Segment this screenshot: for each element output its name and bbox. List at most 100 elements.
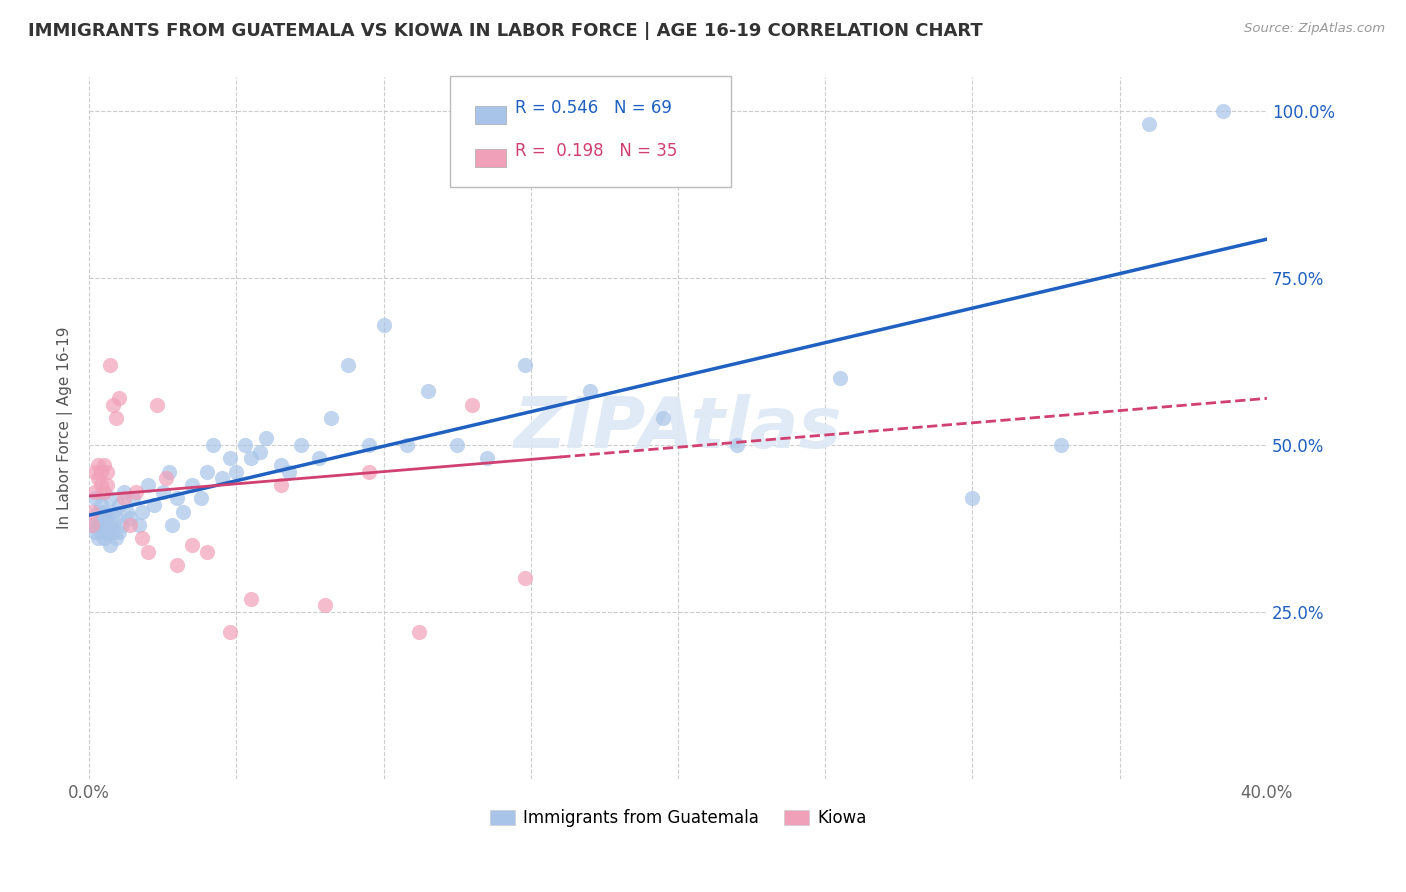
Point [107, 524, 129, 539]
Point [84, 484, 107, 499]
Point [652, 411, 675, 425]
Point [90, 524, 112, 539]
Point [181, 478, 204, 492]
Point [166, 558, 188, 573]
Point [131, 505, 153, 519]
Point [96, 524, 118, 539]
Point [104, 511, 127, 525]
Point [146, 398, 169, 412]
Point [219, 451, 242, 466]
Point [396, 438, 419, 452]
Point [1137, 117, 1160, 131]
Point [104, 532, 127, 546]
Point [373, 318, 395, 332]
Point [195, 545, 218, 559]
Point [211, 471, 233, 485]
Point [120, 511, 142, 525]
Point [475, 451, 498, 466]
Point [84, 491, 107, 506]
Point [87, 518, 110, 533]
Point [136, 545, 159, 559]
Point [87, 471, 110, 485]
Point [416, 384, 439, 399]
Point [84, 524, 107, 539]
Point [101, 398, 124, 412]
Point [87, 505, 110, 519]
Point [201, 438, 224, 452]
Point [128, 518, 150, 533]
Point [314, 598, 336, 612]
Point [114, 484, 136, 499]
Point [93, 532, 115, 546]
Point [725, 438, 748, 452]
Point [114, 491, 136, 506]
Point [101, 524, 124, 539]
Point [110, 518, 132, 533]
Point [82, 518, 104, 533]
Point [270, 478, 292, 492]
Point [225, 465, 247, 479]
Point [96, 511, 118, 525]
Point [87, 532, 110, 546]
Point [290, 438, 312, 452]
Point [90, 465, 112, 479]
Point [513, 358, 536, 372]
Point [84, 465, 107, 479]
Point [90, 478, 112, 492]
Point [90, 511, 112, 525]
Text: Source: ZipAtlas.com: Source: ZipAtlas.com [1244, 22, 1385, 36]
Point [122, 491, 145, 506]
Point [828, 371, 851, 385]
Text: R =  0.198   N = 35: R = 0.198 N = 35 [515, 142, 676, 160]
Point [96, 478, 118, 492]
Point [578, 384, 600, 399]
Point [166, 491, 188, 506]
Point [254, 431, 277, 445]
Point [190, 491, 212, 506]
Point [117, 505, 139, 519]
Point [104, 411, 127, 425]
Point [98, 518, 121, 533]
Point [408, 624, 430, 639]
Point [98, 358, 121, 372]
Point [219, 624, 242, 639]
Point [357, 465, 380, 479]
Point [181, 538, 204, 552]
Point [96, 465, 118, 479]
Point [155, 471, 177, 485]
Point [278, 465, 301, 479]
Point [337, 358, 360, 372]
Point [157, 465, 180, 479]
Point [513, 572, 536, 586]
Legend: Immigrants from Guatemala, Kiowa: Immigrants from Guatemala, Kiowa [482, 803, 873, 834]
Point [125, 484, 148, 499]
Point [136, 478, 159, 492]
Point [233, 438, 256, 452]
Point [160, 518, 183, 533]
Point [249, 444, 271, 458]
Point [131, 532, 153, 546]
Text: R = 0.546   N = 69: R = 0.546 N = 69 [515, 99, 672, 117]
Point [308, 451, 330, 466]
Text: IMMIGRANTS FROM GUATEMALA VS KIOWA IN LABOR FORCE | AGE 16-19 CORRELATION CHART: IMMIGRANTS FROM GUATEMALA VS KIOWA IN LA… [28, 22, 983, 40]
Point [1049, 438, 1071, 452]
Point [240, 591, 263, 606]
Point [172, 505, 194, 519]
Point [107, 498, 129, 512]
Point [1212, 103, 1234, 118]
Point [93, 484, 115, 499]
Point [446, 438, 468, 452]
Point [98, 491, 121, 506]
Point [93, 505, 115, 519]
Point [98, 538, 121, 552]
Point [142, 498, 165, 512]
Point [82, 505, 104, 519]
Point [82, 518, 104, 533]
Point [962, 491, 984, 506]
Point [357, 438, 380, 452]
Point [90, 498, 112, 512]
Point [270, 458, 292, 472]
Point [461, 398, 484, 412]
Point [93, 518, 115, 533]
Point [319, 411, 342, 425]
